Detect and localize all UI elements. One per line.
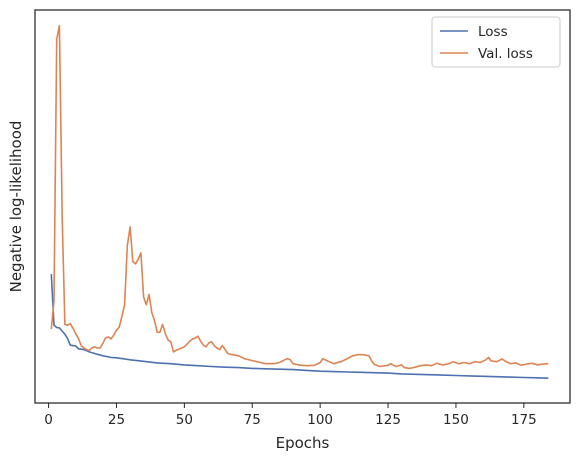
x-axis-label: Epochs: [276, 434, 330, 452]
legend-label-loss: Loss: [478, 24, 508, 40]
legend-box: [431, 16, 561, 68]
plot-frame: [34, 9, 571, 404]
x-tick-label: 25: [108, 412, 125, 428]
x-tick-label: 0: [44, 412, 53, 428]
x-tick-label: 75: [244, 412, 261, 428]
x-ticks: 0 25 50 75 100 125 150 175: [44, 403, 537, 428]
legend-label-val-loss: Val. loss: [478, 46, 533, 62]
series-line-loss: [50, 274, 549, 379]
x-tick-label: 100: [307, 412, 333, 428]
legend: Loss Val. loss: [431, 16, 561, 68]
x-tick-label: 125: [375, 412, 401, 428]
x-tick-label: 150: [443, 412, 469, 428]
y-axis-label: Negative log-likelihood: [7, 121, 25, 293]
series-layer: [50, 24, 549, 379]
x-tick-label: 175: [511, 412, 537, 428]
series-line-val-loss: [50, 24, 549, 370]
x-tick-label: 50: [176, 412, 193, 428]
